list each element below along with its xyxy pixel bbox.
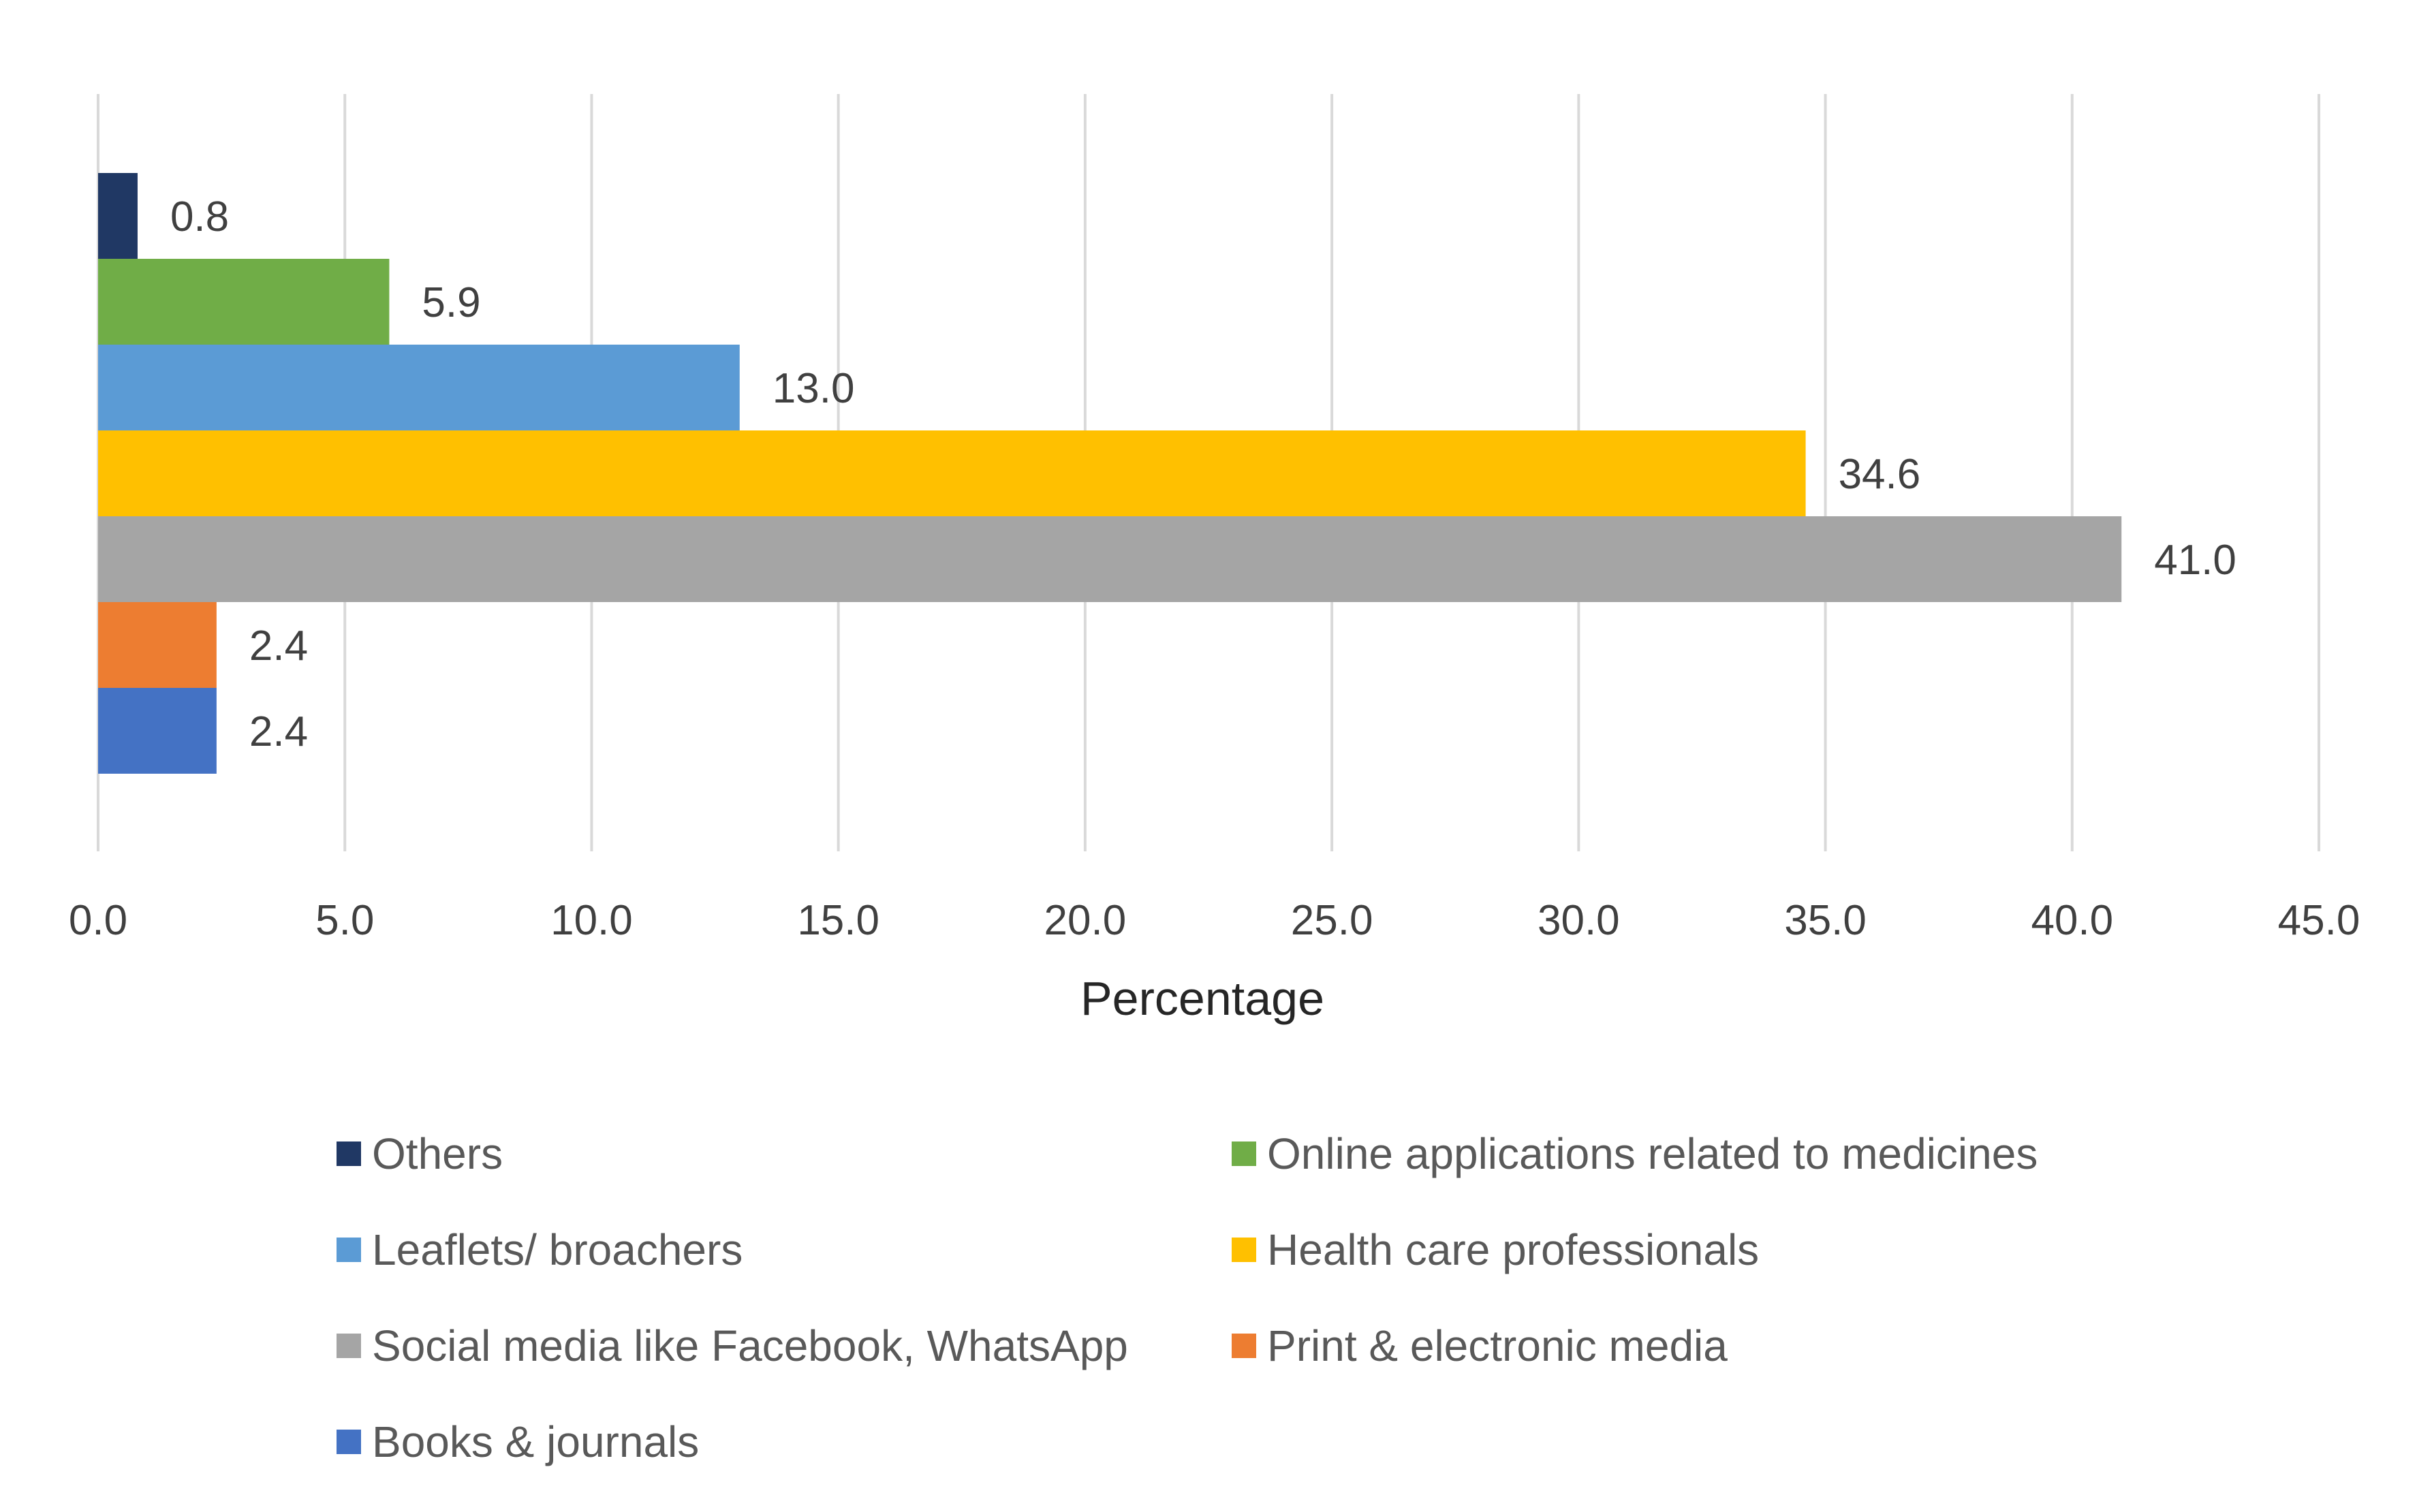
x-tick-label: 10.0: [550, 897, 633, 944]
data-label: 5.9: [422, 279, 480, 326]
x-tick-label: 20.0: [1044, 897, 1127, 944]
legend-label: Others: [372, 1129, 503, 1178]
data-label: 0.8: [170, 193, 229, 240]
legend-label: Books & journals: [372, 1417, 699, 1466]
x-tick-label: 35.0: [1784, 897, 1867, 944]
legend-label: Print & electronic media: [1267, 1321, 1728, 1370]
x-tick-label: 40.0: [2031, 897, 2113, 944]
bar: [98, 688, 217, 774]
data-label: 41.0: [2154, 537, 2236, 584]
x-axis-ticks: 0.0 5.0 10.0 15.0 20.0 25.0 30.0 35.0 40.0 45.0: [69, 897, 2360, 944]
data-label: 2.4: [249, 623, 308, 670]
legend-label: Health care professionals: [1267, 1225, 1759, 1274]
legend-label: Leaflets/ broachers: [372, 1225, 743, 1274]
bar: [98, 516, 2122, 602]
legend-label: Online applications related to medicines: [1267, 1129, 2038, 1178]
legend-swatch: [337, 1430, 361, 1454]
data-label: 13.0: [773, 365, 855, 412]
data-label: 2.4: [249, 708, 308, 755]
legend: Others Online applications related to med…: [337, 1129, 2038, 1466]
x-tick-label: 0.0: [69, 897, 127, 944]
bars: [98, 173, 2122, 774]
data-label: 34.6: [1839, 451, 1921, 498]
legend-swatch: [337, 1141, 361, 1166]
legend-swatch: [337, 1238, 361, 1262]
x-tick-label: 15.0: [797, 897, 879, 944]
bar: [98, 602, 217, 688]
legend-swatch: [1232, 1334, 1256, 1358]
x-tick-label: 5.0: [315, 897, 374, 944]
data-labels: 0.8 5.9 13.0 34.6 41.0 2.4 2.4: [170, 193, 2236, 755]
x-tick-label: 25.0: [1291, 897, 1373, 944]
legend-swatch: [1232, 1238, 1256, 1262]
bar: [98, 173, 138, 259]
legend-swatch: [337, 1334, 361, 1358]
legend-swatch: [1232, 1141, 1256, 1166]
bar: [98, 259, 390, 345]
x-tick-label: 30.0: [1538, 897, 1620, 944]
x-tick-label: 45.0: [2278, 897, 2360, 944]
bar: [98, 430, 1806, 516]
bar: [98, 345, 740, 430]
x-axis-title: Percentage: [1080, 972, 1324, 1025]
legend-label: Social media like Facebook, WhatsApp: [372, 1321, 1128, 1370]
